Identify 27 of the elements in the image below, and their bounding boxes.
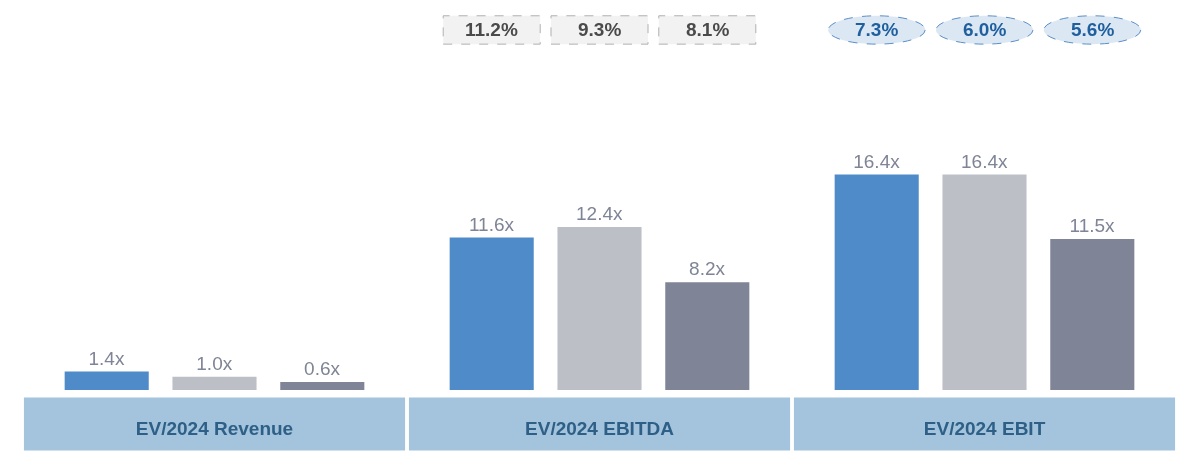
bar xyxy=(834,174,919,390)
text: 6.0% xyxy=(963,19,1007,40)
bar xyxy=(172,376,257,390)
bar xyxy=(942,174,1027,390)
text: 9.3% xyxy=(578,19,622,40)
data-label: 11.6x xyxy=(468,213,515,235)
x-tick-label: EV/2024 EBIT xyxy=(923,418,1046,439)
bar xyxy=(665,282,750,390)
data-label: 16.4x xyxy=(961,150,1008,172)
data-label: 1.0x xyxy=(196,352,233,374)
data-label: 0.6x xyxy=(304,358,341,380)
bar xyxy=(1050,238,1135,390)
data-label: 1.4x xyxy=(88,347,125,369)
bar xyxy=(449,237,534,390)
bar xyxy=(64,371,149,390)
text: 11.2% xyxy=(465,19,518,40)
x-tick-label: EV/2024 Revenue xyxy=(135,418,294,439)
x-tick-label: EV/2024 EBITDA xyxy=(525,418,675,439)
text: 8.1% xyxy=(686,19,730,40)
bar xyxy=(280,382,365,390)
bar xyxy=(557,227,642,390)
data-label: 16.4x xyxy=(853,150,901,172)
data-label: 8.2x xyxy=(689,258,726,280)
data-label: 12.4x xyxy=(576,203,623,225)
data-label: 11.5x xyxy=(1069,214,1116,236)
text: 7.3% xyxy=(855,19,899,40)
text: 5.6% xyxy=(1071,19,1115,40)
